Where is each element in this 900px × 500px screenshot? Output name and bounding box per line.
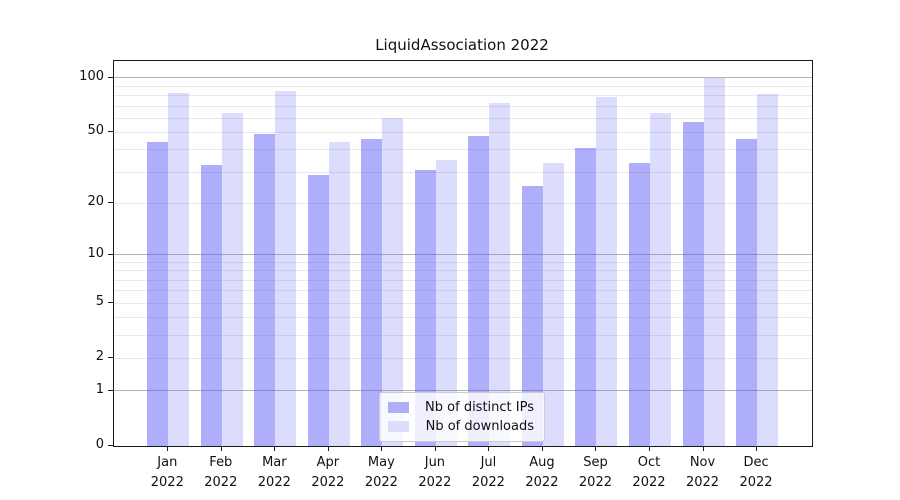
bar-distinct-ips-aug xyxy=(521,186,543,446)
y-tick-label-2: 2 xyxy=(95,349,104,365)
gridline-minor-5 xyxy=(114,302,812,304)
x-tick-label-aug: Aug 2022 xyxy=(525,455,559,490)
gridline-major-10 xyxy=(114,254,812,256)
gridline-minor-7 xyxy=(114,279,812,281)
legend-item-distinct-ips: Nb of distinct IPs xyxy=(380,398,544,417)
x-tick-label-mar: Mar 2022 xyxy=(257,455,291,490)
y-tick-10 xyxy=(108,253,113,255)
legend-label-distinct-ips: Nb of distinct IPs xyxy=(425,400,534,415)
gridline-minor-30 xyxy=(114,171,812,173)
legend-swatch-distinct-ips xyxy=(388,402,409,413)
x-tick-nov xyxy=(702,446,704,451)
gridline-minor-3 xyxy=(114,334,812,336)
bar-distinct-ips-apr xyxy=(307,174,329,446)
gridline-minor-9 xyxy=(114,261,812,263)
y-tick-label-100: 100 xyxy=(79,68,104,84)
y-tick-100 xyxy=(108,76,113,78)
y-tick-50 xyxy=(108,131,113,133)
chart-title: LiquidAssociation 2022 xyxy=(375,36,549,54)
y-tick-label-10: 10 xyxy=(87,245,104,261)
bar-distinct-ips-dec xyxy=(736,139,758,446)
bar-downloads-jul xyxy=(489,102,511,446)
y-tick-0 xyxy=(108,445,113,446)
gridline-minor-2 xyxy=(114,357,812,359)
legend-item-downloads: Nb of downloads xyxy=(380,417,544,436)
gridline-minor-90 xyxy=(114,85,812,87)
y-tick-label-5: 5 xyxy=(95,294,104,310)
x-tick-label-sep: Sep 2022 xyxy=(578,455,612,490)
y-tick-20 xyxy=(108,202,113,204)
gridline-minor-50 xyxy=(114,131,812,133)
bar-downloads-feb xyxy=(221,113,243,446)
bar-distinct-ips-jul xyxy=(468,135,490,446)
bar-distinct-ips-jun xyxy=(414,169,436,446)
bar-downloads-apr xyxy=(328,142,350,446)
gridline-minor-70 xyxy=(114,105,812,107)
y-tick-5 xyxy=(108,302,113,304)
x-tick-label-jun: Jun 2022 xyxy=(418,455,452,490)
bar-downloads-sep xyxy=(596,96,618,446)
gridline-minor-80 xyxy=(114,95,812,97)
x-tick-sep xyxy=(595,446,597,451)
x-tick-may xyxy=(381,446,383,451)
x-tick-label-apr: Apr 2022 xyxy=(311,455,345,490)
bar-downloads-may xyxy=(382,118,404,446)
gridline-minor-60 xyxy=(114,117,812,119)
bar-downloads-dec xyxy=(757,93,779,446)
x-tick-label-jan: Jan 2022 xyxy=(150,455,184,490)
x-tick-feb xyxy=(220,446,222,451)
bar-distinct-ips-sep xyxy=(575,147,597,446)
legend-label-downloads: Nb of downloads xyxy=(425,419,534,434)
x-tick-label-dec: Dec 2022 xyxy=(739,455,773,490)
x-tick-apr xyxy=(327,446,329,451)
y-tick-label-1: 1 xyxy=(95,381,104,397)
gridline-minor-4 xyxy=(114,317,812,319)
x-tick-label-nov: Nov 2022 xyxy=(685,455,720,490)
x-tick-dec xyxy=(756,446,758,451)
gridline-minor-40 xyxy=(114,149,812,151)
y-tick-2 xyxy=(108,357,113,359)
y-tick-label-0: 0 xyxy=(95,437,104,452)
bar-downloads-jun xyxy=(435,160,457,446)
legend-swatch-downloads xyxy=(388,421,409,432)
x-tick-label-jul: Jul 2022 xyxy=(471,455,505,490)
bar-distinct-ips-jan xyxy=(147,142,169,446)
x-tick-aug xyxy=(541,446,543,451)
gridline-major-1 xyxy=(114,390,812,392)
x-tick-mar xyxy=(274,446,276,451)
x-tick-jul xyxy=(488,446,490,451)
y-tick-label-50: 50 xyxy=(87,123,104,139)
bar-downloads-mar xyxy=(275,90,297,446)
x-tick-label-feb: Feb 2022 xyxy=(204,455,238,490)
bar-downloads-jan xyxy=(168,92,190,446)
bar-downloads-nov xyxy=(703,78,725,446)
gridline-minor-6 xyxy=(114,290,812,292)
plot-area xyxy=(113,60,813,447)
gridline-minor-8 xyxy=(114,270,812,272)
y-tick-label-20: 20 xyxy=(87,194,104,210)
bar-distinct-ips-nov xyxy=(682,122,704,446)
bar-distinct-ips-feb xyxy=(200,164,222,446)
x-tick-label-may: May 2022 xyxy=(364,455,398,490)
bar-distinct-ips-oct xyxy=(628,162,650,446)
x-tick-jan xyxy=(167,446,169,451)
bar-distinct-ips-mar xyxy=(254,134,276,446)
x-tick-oct xyxy=(648,446,650,451)
bar-distinct-ips-may xyxy=(361,139,383,446)
bar-downloads-oct xyxy=(649,113,671,446)
y-tick-1 xyxy=(108,389,113,391)
x-tick-label-oct: Oct 2022 xyxy=(632,455,666,490)
x-tick-jun xyxy=(434,446,436,451)
gridline-minor-20 xyxy=(114,202,812,204)
bar-downloads-aug xyxy=(542,162,564,446)
legend: Nb of distinct IPs Nb of downloads xyxy=(379,392,545,442)
gridline-major-100 xyxy=(114,77,812,79)
